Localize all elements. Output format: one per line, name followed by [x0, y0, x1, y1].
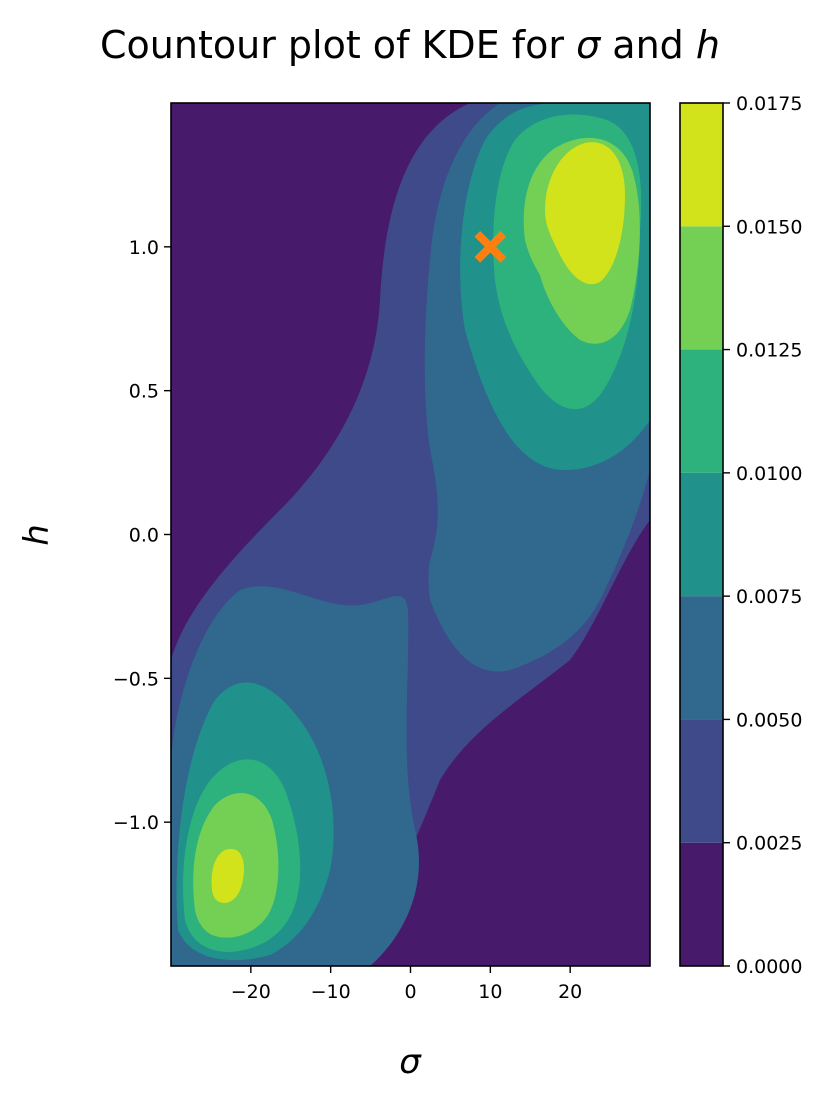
plot-area — [171, 103, 650, 966]
colorbar-band — [680, 226, 723, 350]
y-axis-label: h — [17, 524, 57, 546]
y-tick-label: 0.5 — [129, 381, 159, 403]
contour-level-7b — [545, 142, 625, 285]
x-marker — [474, 231, 507, 263]
colorbar-band — [680, 472, 723, 597]
colorbar-tick-label: 0.0025 — [736, 833, 802, 855]
contour-level-7 — [211, 848, 244, 903]
y-axis: −1.0 −0.5 0.0 0.5 1.0 — [113, 237, 171, 834]
colorbar-tick-label: 0.0175 — [736, 93, 802, 115]
x-tick-label: −10 — [311, 981, 351, 1003]
x-axis-label: σ — [399, 1042, 422, 1082]
colorbar-band — [680, 842, 723, 966]
x-tick-label: −20 — [231, 981, 271, 1003]
colorbar-tick-label: 0.0100 — [736, 463, 802, 485]
marker-x-shape — [474, 231, 507, 263]
colorbar-band — [680, 103, 723, 227]
colorbar-band — [680, 349, 723, 473]
x-axis: −20 −10 0 10 20 — [231, 966, 582, 1003]
colorbar: 0.0000 0.0025 0.0050 0.0075 0.0100 0.0125 0.01… — [679, 93, 802, 978]
colorbar-tick-label: 0.0150 — [736, 216, 802, 238]
colorbar-frame — [679, 102, 724, 967]
y-tick-label: −1.0 — [113, 812, 159, 834]
colorbar-tick-label: 0.0050 — [736, 709, 802, 731]
y-tick-label: 0.0 — [129, 525, 159, 547]
chart-title: Countour plot of KDE for σ and h — [100, 23, 720, 67]
x-tick-label: 0 — [404, 981, 416, 1003]
colorbar-tick-label: 0.0075 — [736, 586, 802, 608]
x-tick-label: 10 — [478, 981, 502, 1003]
x-tick-label: 20 — [558, 981, 582, 1003]
y-tick-label: −0.5 — [113, 668, 159, 690]
y-tick-label: 1.0 — [129, 237, 159, 259]
colorbar-tick-label: 0.0125 — [736, 340, 802, 362]
colorbar-band — [680, 596, 723, 720]
colorbar-band — [680, 719, 723, 843]
colorbar-tick-label: 0.0000 — [736, 956, 802, 978]
